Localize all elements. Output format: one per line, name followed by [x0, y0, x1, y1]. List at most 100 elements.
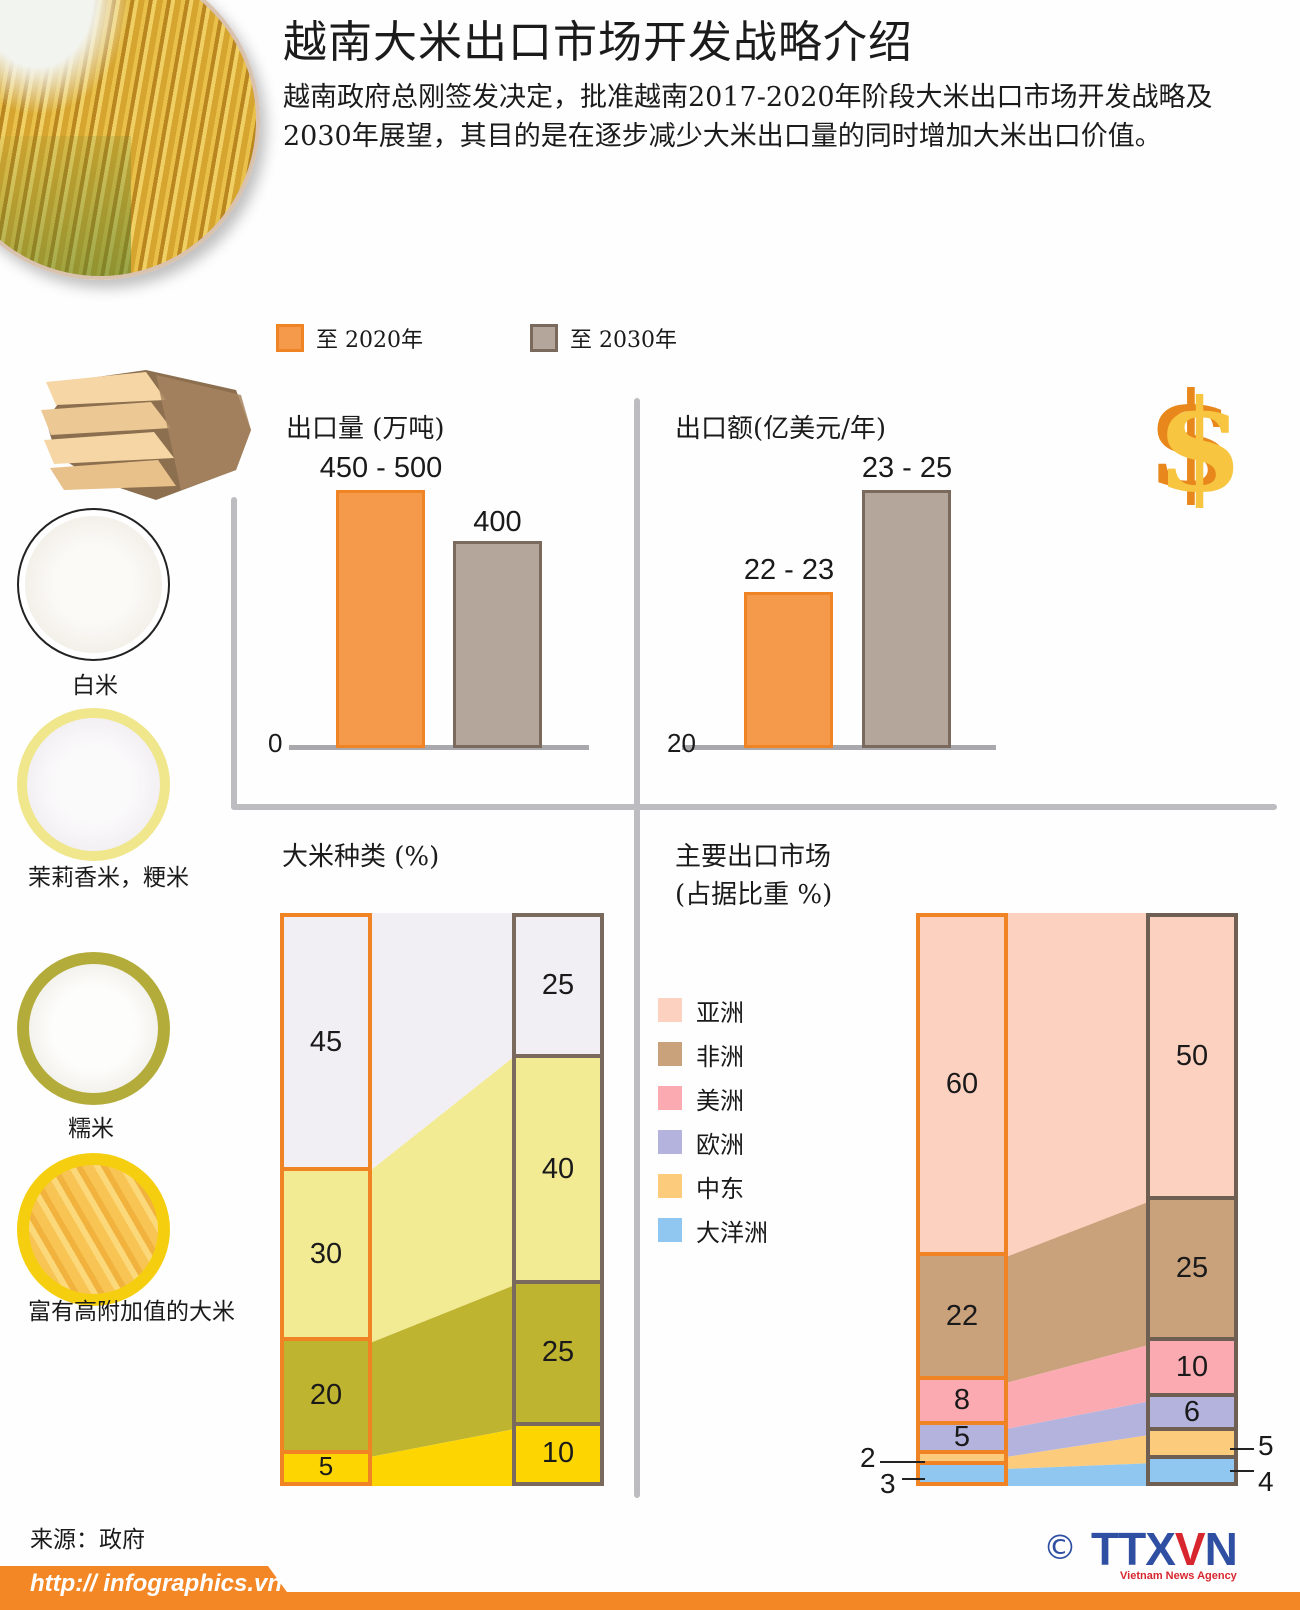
segment-asia: 50	[1150, 917, 1234, 1200]
markets-legend: 亚洲 非洲 美洲 欧洲 中东 大洋洲	[658, 988, 768, 1252]
bar-value-label: 22 - 23	[743, 554, 835, 586]
footer-bar	[0, 1592, 1300, 1610]
legend-oceania: 大洋洲	[658, 1208, 768, 1252]
bar-value-label: 450 - 500	[319, 452, 443, 484]
legend-swatch	[658, 998, 682, 1022]
svg-text:$: $	[1156, 372, 1240, 508]
segment-middle-east	[920, 1453, 1004, 1466]
callout-middle-east-2030: 5	[1258, 1430, 1274, 1461]
dollar-icon: $ $	[1146, 368, 1240, 508]
legend-swatch	[658, 1130, 682, 1154]
legend-swatch	[658, 1086, 682, 1110]
legend-swatch-gray	[530, 324, 558, 352]
legend-america: 美洲	[658, 1076, 768, 1120]
segment-white-rice: 45	[284, 917, 368, 1172]
legend-swatch-orange	[276, 324, 304, 352]
callout-oceania-2030: 4	[1258, 1466, 1274, 1497]
callout-line	[902, 1478, 925, 1480]
legend-europe: 欧洲	[658, 1120, 768, 1164]
rice-type-label: 糯米	[68, 1116, 114, 1142]
chart-title-value: 出口额(亿美元/年)	[675, 414, 887, 444]
markets-flow-bands	[1006, 913, 1156, 1486]
legend-label: 中东	[696, 1174, 744, 1203]
legend-label: 非洲	[696, 1042, 744, 1071]
chart-title-types: 大米种类 (%)	[282, 842, 440, 872]
bar-value-2030	[862, 490, 951, 748]
callout-line	[880, 1461, 925, 1463]
segment-europe: 6	[1150, 1396, 1234, 1432]
legend-africa: 非洲	[658, 1032, 768, 1076]
intro-text: 越南政府总刚签发决定，批准越南2017-2020年阶段大米出口市场开发战略及20…	[283, 82, 1213, 152]
callout-middle-east-2020: 2	[860, 1442, 876, 1473]
divider-center-vertical	[634, 398, 640, 1498]
chart-title-markets: 主要出口市场	[675, 842, 832, 872]
website-link[interactable]: http:// infographics.vn	[30, 1570, 282, 1597]
high-value-rice-image	[17, 1153, 170, 1306]
legend-label: 亚洲	[696, 998, 744, 1027]
segment-oceania	[1150, 1459, 1234, 1482]
segment-middle-east	[1150, 1431, 1234, 1460]
stack-types-2030: 25 40 25 10	[512, 913, 604, 1486]
legend-label: 大洋洲	[696, 1218, 768, 1247]
legend-middle-east: 中东	[658, 1164, 768, 1208]
chart-subtitle-markets: (占据比重 %)	[675, 880, 833, 910]
rice-type-label: 富有高附加值的大米	[28, 1299, 235, 1325]
segment-jasmine-rice: 30	[284, 1171, 368, 1341]
rice-type-label: 白米	[72, 673, 118, 699]
segment-america: 10	[1150, 1340, 1234, 1398]
segment-africa: 22	[920, 1256, 1004, 1381]
divider-left-vertical	[231, 497, 237, 809]
legend-swatch	[658, 1174, 682, 1198]
stack-markets-2020: 60 22 8 5	[916, 913, 1008, 1486]
callout-line	[1230, 1448, 1254, 1450]
segment-asia: 60	[920, 917, 1004, 1256]
copyright-icon: ©	[1043, 1528, 1077, 1568]
logo-text: N	[1204, 1523, 1238, 1575]
x-axis-value	[682, 745, 996, 750]
agency-name: Vietnam News Agency	[1120, 1570, 1237, 1582]
segment-africa: 25	[1150, 1199, 1234, 1341]
stack-types-2020: 45 30 20 5	[280, 913, 372, 1486]
legend-swatch	[658, 1218, 682, 1242]
segment-high-value-rice: 10	[516, 1425, 600, 1482]
legend-item-2020: 至 2020年	[276, 322, 423, 354]
legend-label: 至 2020年	[316, 328, 423, 353]
rice-type-label: 茉莉香米，粳米	[28, 865, 189, 891]
segment-europe: 5	[920, 1421, 1004, 1454]
source-text: 来源：政府	[30, 1527, 145, 1553]
segment-oceania	[920, 1465, 1004, 1482]
logo-text: TTX	[1091, 1523, 1176, 1575]
segment-glutinous-rice: 25	[516, 1284, 600, 1426]
bar-value-2020	[744, 592, 833, 748]
segment-glutinous-rice: 20	[284, 1340, 368, 1454]
rice-sacks-icon	[41, 370, 251, 500]
stack-markets-2030: 50 25 10 6	[1146, 913, 1238, 1486]
divider-horizontal	[231, 804, 1277, 810]
white-rice-image	[17, 508, 170, 661]
segment-america: 8	[920, 1380, 1004, 1426]
legend-item-2030: 至 2030年	[530, 322, 677, 354]
rice-field-photo	[0, 0, 260, 280]
logo-text-v: V	[1174, 1523, 1206, 1575]
footer-tab	[0, 1566, 300, 1610]
x-axis-volume	[289, 745, 589, 750]
logo-wordmark: TTXVN	[1091, 1526, 1238, 1572]
legend-asia: 亚洲	[658, 988, 768, 1032]
callout-oceania-2020: 3	[880, 1468, 896, 1499]
legend-swatch	[658, 1042, 682, 1066]
segment-jasmine-rice: 40	[516, 1058, 600, 1285]
legend-label: 欧洲	[696, 1130, 744, 1159]
glutinous-rice-image	[17, 952, 170, 1105]
bar-volume-2020	[336, 490, 425, 748]
types-flow-bands	[370, 913, 515, 1486]
legend-label: 至 2030年	[570, 328, 677, 353]
y-baseline-label: 20	[667, 728, 696, 758]
jasmine-rice-image	[17, 708, 170, 861]
svg-text:$: $	[1146, 368, 1236, 508]
y-baseline-label: 0	[268, 728, 283, 758]
bar-value-label: 23 - 25	[861, 452, 953, 484]
page-title: 越南大米出口市场开发战略介绍	[283, 17, 913, 68]
legend-label: 美洲	[696, 1086, 744, 1115]
segment-high-value-rice: 5	[284, 1451, 368, 1482]
callout-line	[1230, 1470, 1254, 1472]
